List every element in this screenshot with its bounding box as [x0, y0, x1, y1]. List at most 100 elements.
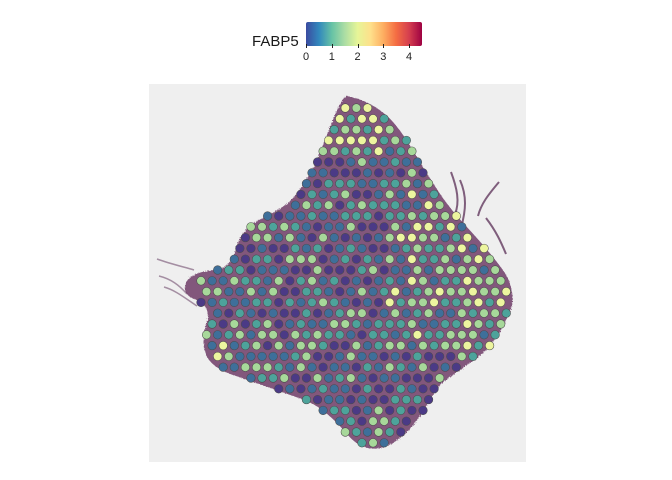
spot-marker: [401, 222, 411, 232]
spot-marker: [423, 308, 434, 318]
spot-marker: [351, 341, 361, 351]
spot-marker: [329, 211, 339, 221]
spot-marker: [418, 362, 428, 372]
spot-marker: [401, 416, 411, 426]
spot-marker: [268, 222, 278, 232]
spot-marker: [346, 200, 356, 210]
spot-marker: [435, 373, 445, 383]
spot-marker: [307, 189, 317, 199]
spot-marker: [229, 319, 239, 329]
spot-marker: [279, 222, 289, 232]
spot-marker: [357, 373, 367, 383]
spot-marker: [285, 384, 295, 394]
spot-marker: [335, 179, 345, 189]
spot-marker: [407, 254, 417, 264]
spot-marker: [329, 254, 339, 264]
spot-marker: [485, 297, 495, 307]
spot-marker: [351, 233, 361, 243]
spot-marker: [224, 308, 234, 318]
spot-marker: [235, 265, 245, 275]
spot-marker: [357, 179, 367, 189]
spot-marker: [446, 308, 456, 318]
spot-marker: [224, 351, 234, 361]
spot-marker: [296, 254, 306, 264]
legend: FABP5 0 1 2 3 4: [0, 0, 672, 80]
spot-marker: [423, 179, 434, 189]
spot-marker: [379, 222, 389, 232]
spot-marker: [440, 297, 450, 307]
spot-marker: [390, 330, 400, 340]
spot-marker: [296, 189, 306, 199]
spot-marker: [435, 243, 445, 253]
spot-marker: [473, 319, 484, 329]
spot-marker: [312, 265, 323, 275]
spot-marker: [490, 287, 500, 297]
spot-marker: [379, 308, 389, 318]
spot-marker: [407, 233, 417, 243]
spot-marker: [257, 243, 267, 253]
spot-marker: [440, 233, 450, 243]
spot-marker: [235, 330, 245, 340]
spot-marker: [290, 265, 300, 275]
spot-marker: [240, 276, 250, 286]
spot-marker: [335, 243, 345, 253]
spot-marker: [312, 157, 323, 167]
spot-marker: [357, 395, 367, 405]
spot-marker: [235, 287, 245, 297]
spot-marker: [440, 254, 450, 264]
spot-marker: [296, 297, 306, 307]
spot-marker: [412, 243, 423, 253]
spot-marker: [335, 416, 345, 426]
spot-marker: [263, 254, 273, 264]
spot-marker: [246, 222, 256, 232]
spot-marker: [274, 211, 284, 221]
spot-marker: [385, 276, 395, 286]
colorbar: [306, 22, 422, 46]
spot-marker: [324, 265, 334, 275]
spot-marker: [290, 287, 300, 297]
spot-marker: [435, 351, 445, 361]
spot-marker: [324, 222, 334, 232]
spot-marker: [318, 189, 328, 199]
spot-marker: [318, 297, 328, 307]
spot-marker: [312, 222, 323, 232]
spot-marker: [401, 330, 411, 340]
spot-marker: [274, 233, 284, 243]
spot-marker: [340, 341, 350, 351]
spot-marker: [307, 233, 317, 243]
spot-marker: [362, 168, 373, 178]
spot-marker: [229, 254, 239, 264]
spot-marker: [451, 297, 461, 307]
spot-marker: [396, 384, 406, 394]
spot-marker: [301, 373, 312, 383]
spot-marker: [290, 351, 300, 361]
spot-marker: [324, 135, 334, 145]
spot-marker: [462, 233, 472, 243]
spot-marker: [401, 395, 411, 405]
spot-marker: [329, 384, 339, 394]
spot-marker: [401, 157, 411, 167]
spot-marker: [318, 362, 328, 372]
spot-marker: [218, 276, 228, 286]
spot-marker: [385, 405, 395, 415]
spot-marker: [307, 254, 317, 264]
spot-marker: [246, 243, 256, 253]
spot-marker: [451, 276, 461, 286]
spot-marker: [479, 287, 489, 297]
spot-marker: [240, 254, 250, 264]
spot-marker: [279, 308, 289, 318]
spot-marker: [385, 384, 395, 394]
spot-marker: [346, 373, 356, 383]
spot-marker: [296, 276, 306, 286]
spot-marker: [224, 265, 234, 275]
spot-marker: [385, 297, 395, 307]
spot-marker: [307, 168, 317, 178]
spot-marker: [279, 287, 289, 297]
spot-marker: [485, 341, 495, 351]
spot-marker: [368, 416, 378, 426]
spot-marker: [451, 233, 461, 243]
spot-marker: [368, 395, 378, 405]
spot-marker: [435, 200, 445, 210]
spot-marker: [418, 254, 428, 264]
spot-marker: [213, 287, 223, 297]
